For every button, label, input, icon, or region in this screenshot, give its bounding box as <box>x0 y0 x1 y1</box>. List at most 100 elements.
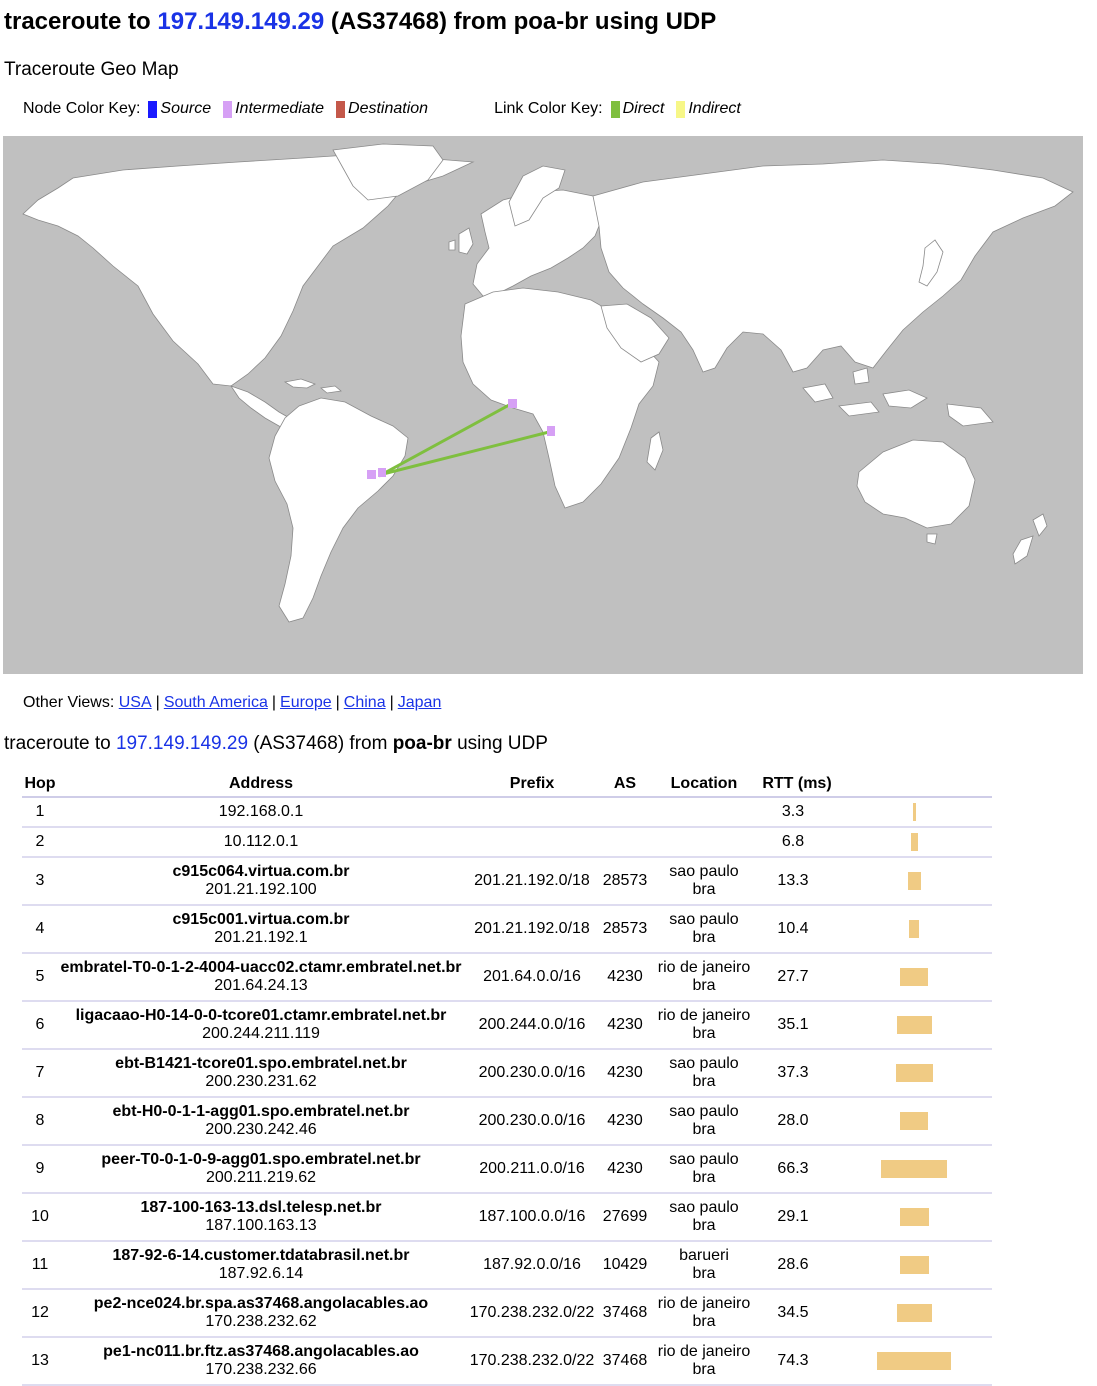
key-indirect-label: Indirect <box>688 100 741 117</box>
view-china-link[interactable]: China <box>343 694 386 711</box>
hop-hostname: ebt-H0-0-1-1-agg01.spo.embratel.net.br <box>112 1103 410 1120</box>
heading-target-ip-link[interactable]: 197.149.149.29 <box>115 733 249 754</box>
hop-prefix: 201.21.192.0/18 <box>464 905 600 954</box>
other-views: Other Views: USA | South America | Europe | Ch… <box>23 694 442 711</box>
col-address: Address <box>58 772 464 798</box>
other-views-label: Other Views: <box>23 694 115 711</box>
hop-ip: 170.238.232.62 <box>205 1313 317 1330</box>
table-row: 13 pe1-nc011.br.ftz.as37468.angolacables.… <box>22 1337 992 1386</box>
hop-prefix: 201.64.0.0/16 <box>464 953 600 1002</box>
table-row: 5 embratel-T0-0-1-2-4004-uacc02.ctamr.emb… <box>22 953 992 1002</box>
hop-city: sao paulo <box>669 1103 739 1120</box>
hop-country: bra <box>692 881 716 898</box>
hop-country: bra <box>692 1217 716 1234</box>
direct-link-2 <box>382 430 550 476</box>
hop-ip: 201.64.24.13 <box>214 977 308 994</box>
hop-address: ligacaao-H0-14-0-0-tcore01.ctamr.embrate… <box>58 1001 464 1050</box>
hop-prefix: 170.238.232.0/22 <box>464 1289 600 1338</box>
hop-location: barueri bra <box>650 1241 758 1290</box>
link-color-key: Link Color Key: Direct Indirect <box>494 100 753 118</box>
hop-hostname: pe1-nc011.br.ftz.as37468.angolacables.ao <box>103 1343 419 1360</box>
hop-city: rio de janeiro <box>657 959 751 976</box>
hop-address: embratel-T0-0-1-2-4004-uacc02.ctamr.embr… <box>58 953 464 1002</box>
table-row: 9 peer-T0-0-1-0-9-agg01.spo.embratel.net.… <box>22 1145 992 1194</box>
hop-as <box>600 827 650 858</box>
hop-country: bra <box>692 929 716 946</box>
greenland <box>332 143 444 201</box>
key-direct-label: Direct <box>622 100 665 117</box>
hop-as: 37468 <box>600 1289 650 1338</box>
geo-map[interactable] <box>3 136 1083 674</box>
hop-rtt: 6.8 <box>758 827 836 858</box>
hop-hostname: ebt-B1421-tcore01.spo.embratel.net.br <box>115 1055 407 1072</box>
node-angola[interactable] <box>547 426 555 436</box>
node-sao-paulo[interactable] <box>367 470 376 479</box>
hop-address: pe1-nc011.br.ftz.as37468.angolacables.ao… <box>58 1337 464 1386</box>
destination-swatch <box>336 100 346 118</box>
hop-location: rio de janeiro bra <box>650 1001 758 1050</box>
hop-city: rio de janeiro <box>657 1007 751 1024</box>
view-usa-link[interactable]: USA <box>118 694 152 711</box>
col-rtt-bar <box>836 772 992 798</box>
hop-rtt-bar-cell <box>836 1193 992 1242</box>
hop-as: 27699 <box>600 1193 650 1242</box>
hop-ip: 200.211.219.62 <box>205 1169 317 1186</box>
node-west-africa[interactable] <box>508 399 517 408</box>
view-south-america-link[interactable]: South America <box>163 694 268 711</box>
hop-city: sao paulo <box>669 1199 739 1216</box>
hop-number: 12 <box>22 1289 58 1338</box>
hop-prefix: 170.238.232.0/22 <box>464 1337 600 1386</box>
color-keys: Node Color Key: Source Intermediate Dest… <box>23 100 753 118</box>
hop-rtt-bar-cell <box>836 1289 992 1338</box>
hop-city: sao paulo <box>669 911 739 928</box>
hop-rtt-bar-cell <box>836 827 992 858</box>
key-intermediate: Intermediate <box>223 100 324 118</box>
hop-country: bra <box>692 1025 716 1042</box>
europe <box>472 189 604 297</box>
hop-address: c915c064.virtua.com.br 201.21.192.100 <box>58 857 464 906</box>
table-row: 6 ligacaao-H0-14-0-0-tcore01.ctamr.embrat… <box>22 1001 992 1050</box>
hop-number: 7 <box>22 1049 58 1098</box>
hop-address: 187-92-6-14.customer.tdatabrasil.net.br 1… <box>58 1241 464 1290</box>
hop-country: bra <box>692 1073 716 1090</box>
hop-country: bra <box>692 1169 716 1186</box>
hop-number: 2 <box>22 827 58 858</box>
land-masses <box>22 143 1074 623</box>
hop-number: 13 <box>22 1337 58 1386</box>
table-row: 7 ebt-B1421-tcore01.spo.embratel.net.br 20… <box>22 1049 992 1098</box>
hop-rtt-bar-cell <box>836 797 992 828</box>
hop-as: 28573 <box>600 905 650 954</box>
hop-as: 4230 <box>600 953 650 1002</box>
hop-ip: 170.238.232.66 <box>205 1361 317 1378</box>
heading-suffix: using UDP <box>451 733 548 754</box>
rtt-bar <box>910 832 918 851</box>
view-japan-link[interactable]: Japan <box>397 694 442 711</box>
node-rio[interactable] <box>378 468 386 477</box>
hop-city: sao paulo <box>669 1151 739 1168</box>
indirect-swatch <box>676 100 686 118</box>
node-color-key: Node Color Key: Source Intermediate Dest… <box>23 100 440 118</box>
hop-ip: 187.92.6.14 <box>218 1265 304 1282</box>
hop-location: rio de janeiro bra <box>650 953 758 1002</box>
target-ip-link[interactable]: 197.149.149.29 <box>157 8 325 35</box>
hop-number: 9 <box>22 1145 58 1194</box>
heading-prefix: traceroute to <box>4 733 116 754</box>
rtt-bar <box>899 1207 929 1226</box>
table-row: 2 10.112.0.1 6.8 <box>22 827 992 858</box>
hop-ip: 10.112.0.1 <box>223 833 299 850</box>
hop-hostname: 187-100-163-13.dsl.telesp.net.br <box>140 1199 382 1216</box>
hop-country: bra <box>692 1361 716 1378</box>
view-europe-link[interactable]: Europe <box>280 694 332 711</box>
hop-address: peer-T0-0-1-0-9-agg01.spo.embratel.net.b… <box>58 1145 464 1194</box>
hop-city: barueri <box>679 1247 729 1264</box>
hop-prefix <box>464 797 600 828</box>
asia <box>592 159 1074 373</box>
hop-rtt-bar-cell <box>836 1337 992 1386</box>
rtt-bar <box>881 1159 947 1178</box>
table-row: 10 187-100-163-13.dsl.telesp.net.br 187.10… <box>22 1193 992 1242</box>
hop-rtt-bar-cell <box>836 905 992 954</box>
hop-as: 4230 <box>600 1097 650 1146</box>
table-row: 11 187-92-6-14.customer.tdatabrasil.net.b… <box>22 1241 992 1290</box>
hop-rtt-bar-cell <box>836 1097 992 1146</box>
heading-source: poa-br <box>392 733 452 754</box>
